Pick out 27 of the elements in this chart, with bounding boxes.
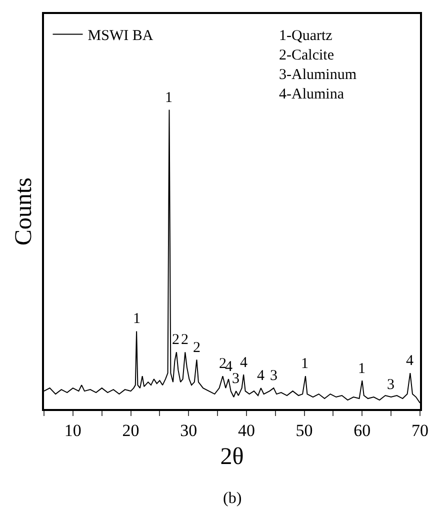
annotation: 1: [165, 90, 172, 106]
annotation: 2: [181, 332, 188, 348]
x-tick-label: 10: [64, 421, 82, 440]
annotation: 1: [358, 361, 366, 377]
annotation: 2: [172, 332, 180, 348]
x-tick-label: 70: [412, 421, 428, 440]
annotation: 1: [301, 356, 308, 372]
annotation: 2: [193, 340, 200, 356]
x-tick-label: 20: [122, 421, 140, 440]
x-axis-title: 2θ: [220, 444, 244, 470]
x-tick-label: 50: [296, 421, 313, 440]
annotation: 4: [225, 359, 233, 375]
annotation: 3: [232, 371, 240, 387]
annotation: 2: [219, 356, 226, 372]
text: 1-Quartz 2-Calcite 3-Aluminum 4-Alumina: [279, 28, 357, 102]
annotation: 3: [270, 368, 278, 384]
x-tick-label: 30: [180, 421, 198, 440]
annotation: 3: [387, 377, 394, 393]
legend-label: MSWI BA: [88, 28, 154, 44]
x-tick-label: 60: [354, 421, 371, 440]
annotation: 1: [133, 311, 140, 327]
x-tick-label: 40: [238, 421, 255, 440]
annotation: 4: [240, 355, 248, 371]
annotation: 4: [406, 353, 414, 369]
text: (b): [223, 490, 242, 507]
y-axis-title: Counts: [10, 177, 37, 246]
annotation: 4: [257, 368, 265, 384]
